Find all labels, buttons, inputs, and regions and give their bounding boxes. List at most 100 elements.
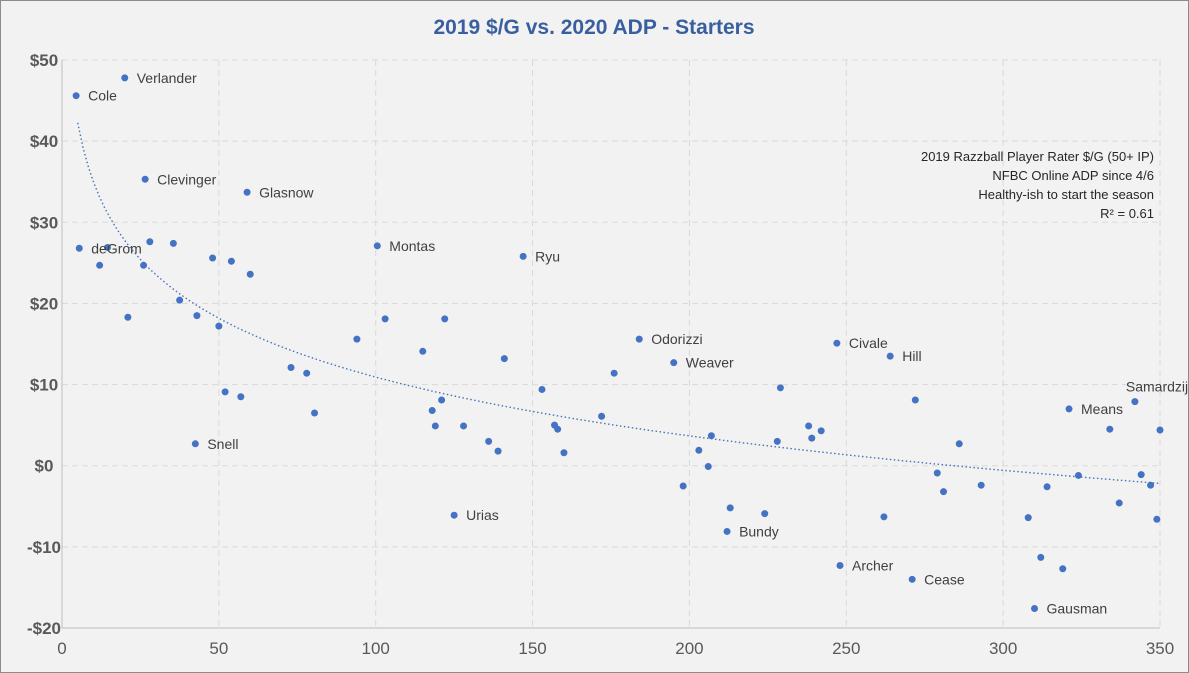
gridlines: [62, 59, 1161, 628]
data-point: [1153, 515, 1161, 523]
data-point: [695, 446, 703, 454]
data-point: [303, 369, 311, 377]
data-point: [193, 312, 201, 320]
point-label: Weaver: [686, 355, 734, 371]
y-tick-label: -$20: [27, 619, 61, 638]
data-point: [1074, 471, 1082, 479]
point-label: deGrom: [91, 240, 142, 256]
data-point: [723, 527, 731, 535]
data-point: [485, 437, 493, 445]
point-label: Urias: [466, 507, 499, 523]
chart-annotation: 2019 Razzball Player Rater $/G (50+ IP) N…: [921, 149, 1154, 221]
data-point: [773, 437, 781, 445]
data-point: [833, 339, 841, 347]
data-point: [243, 188, 251, 196]
point-label: Glasnow: [259, 184, 314, 200]
data-point: [169, 239, 177, 247]
data-point: [880, 513, 888, 521]
data-point: [1115, 499, 1123, 507]
data-point: [635, 335, 643, 343]
annotation-line: NFBC Online ADP since 4/6: [992, 168, 1154, 183]
data-point: [805, 422, 813, 430]
x-tick-label: 0: [57, 639, 66, 658]
data-point: [373, 242, 381, 250]
x-tick-label: 150: [518, 639, 546, 658]
point-label: Ryu: [535, 248, 560, 264]
data-point: [940, 488, 948, 496]
data-points: [72, 74, 1164, 613]
data-point: [610, 369, 618, 377]
data-point: [209, 254, 217, 262]
data-point: [836, 562, 844, 570]
data-point: [560, 449, 568, 457]
data-point: [598, 412, 606, 420]
data-point: [1037, 553, 1045, 561]
data-point: [1024, 514, 1032, 522]
data-point: [75, 244, 83, 252]
data-point: [1043, 483, 1051, 491]
data-point: [911, 396, 919, 404]
data-point: [977, 481, 985, 489]
point-label: Bundy: [739, 523, 779, 539]
point-label: Hill: [902, 348, 921, 364]
point-label: Odorizzi: [651, 331, 702, 347]
y-tick-label: $50: [30, 51, 58, 70]
data-point: [121, 74, 129, 82]
data-point: [955, 440, 963, 448]
x-tick-label: 300: [989, 639, 1017, 658]
data-point: [1059, 565, 1067, 573]
x-tick-label: 50: [209, 639, 228, 658]
x-tick-label: 200: [675, 639, 703, 658]
chart-title: 2019 $/G vs. 2020 ADP - Starters: [433, 16, 754, 39]
annotation-line: Healthy-ish to start the season: [978, 187, 1154, 202]
data-point: [141, 175, 149, 183]
data-point: [538, 385, 546, 393]
y-tick-label: $10: [30, 376, 58, 395]
point-label: Gausman: [1047, 601, 1108, 617]
point-label: Cole: [88, 88, 117, 104]
data-point: [431, 422, 439, 430]
data-point: [908, 575, 916, 583]
point-label: Samardzija: [1126, 379, 1189, 395]
data-point: [221, 388, 229, 396]
data-point: [933, 469, 941, 477]
y-tick-label: $20: [30, 294, 58, 313]
point-label: Clevinger: [157, 171, 216, 187]
data-point: [500, 355, 508, 363]
data-point: [1137, 471, 1145, 479]
data-point: [441, 315, 449, 323]
data-point: [707, 432, 715, 440]
point-label: Civale: [849, 335, 888, 351]
y-tick-label: $0: [35, 457, 54, 476]
data-point: [311, 409, 319, 417]
data-point: [419, 347, 427, 355]
data-point: [428, 407, 436, 415]
data-point: [227, 257, 235, 265]
data-point: [704, 463, 712, 471]
data-point: [237, 393, 245, 401]
data-point: [726, 504, 734, 512]
data-point: [519, 252, 527, 260]
y-tick-label: $30: [30, 213, 58, 232]
x-tick-label: 100: [362, 639, 390, 658]
data-point: [176, 296, 184, 304]
point-label: Verlander: [137, 70, 197, 86]
data-point: [1106, 425, 1114, 433]
data-point: [287, 364, 295, 372]
point-label: Archer: [852, 558, 894, 574]
y-tick-label: -$10: [27, 538, 61, 557]
data-point: [761, 510, 769, 518]
annotation-line: 2019 Razzball Player Rater $/G (50+ IP): [921, 149, 1154, 164]
data-point: [1031, 605, 1039, 613]
data-point: [103, 243, 111, 251]
axes: -$20 -$10 $0 $10 $20 $30 $40 $50 0 50 100 150 200 250…: [27, 51, 1174, 658]
point-label: Snell: [207, 436, 238, 452]
point-label: Montas: [389, 238, 435, 254]
data-point: [124, 313, 132, 321]
data-point: [679, 482, 687, 490]
data-point: [817, 427, 825, 435]
data-point: [438, 396, 446, 404]
data-point: [191, 440, 199, 448]
